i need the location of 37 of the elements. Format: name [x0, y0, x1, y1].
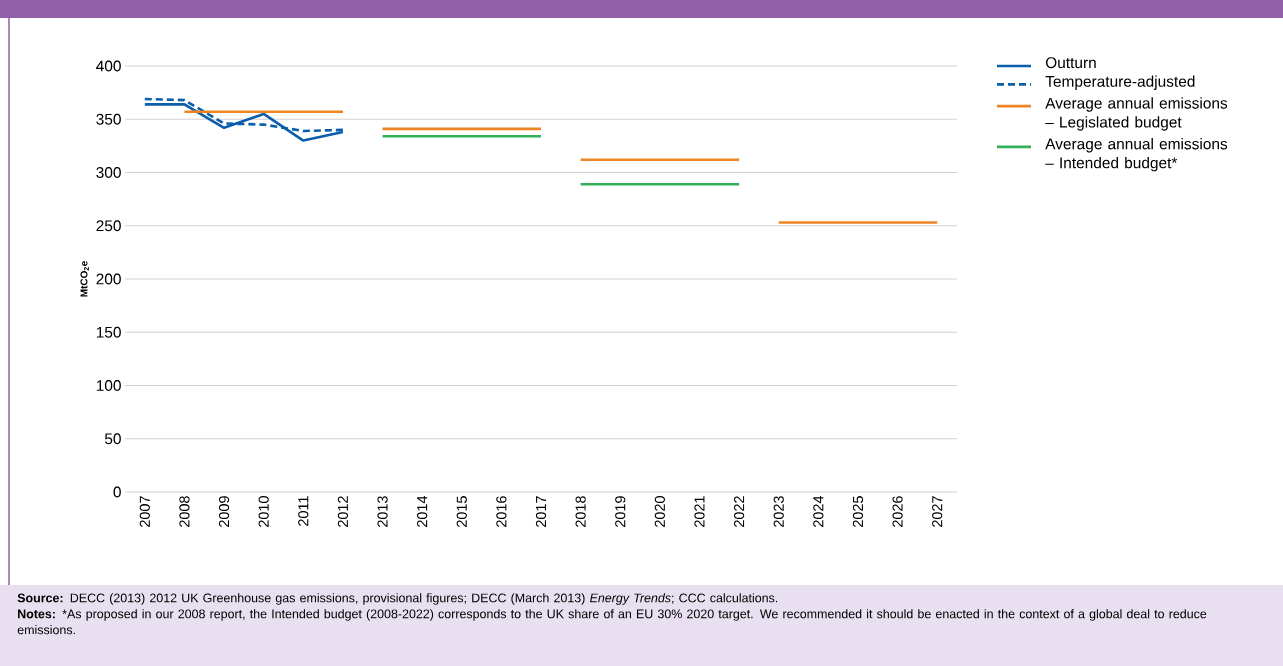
y-tick-label: 400 — [96, 60, 121, 72]
text: Notes: *As proposed in our 2008 report, the Intended budget (2008-2022) corresponds to the UK share of an EU 30% 2020 target. We recommended it should be enacted in the context of a global deal to reduce emissions. — [17, 609, 1207, 635]
x-tick-label: 2027 — [932, 496, 943, 527]
x-tick-label: 2025 — [852, 496, 864, 527]
y-tick-label: 250 — [96, 220, 121, 232]
x-tick-label: 2023 — [773, 496, 784, 527]
y-tick-label: 200 — [96, 273, 121, 285]
y-tick-label: 150 — [96, 326, 121, 338]
text: MtCO$_{2}$e — [80, 261, 89, 297]
x-tick-label: 2011 — [298, 496, 309, 526]
x-tick-label: 2016 — [496, 496, 507, 527]
y-tick-label: 50 — [104, 433, 121, 445]
x-tick-label: 2021 — [694, 496, 705, 527]
x-tick-label: 2019 — [615, 496, 626, 527]
x-tick-label: 2013 — [377, 496, 388, 527]
legend-label: Average annual emissions – Legislated budget — [1045, 97, 1228, 131]
x-tick-label: 2022 — [733, 496, 745, 527]
x-tick-label: 2014 — [417, 495, 428, 527]
legend-label: Average annual emissions – Intended budget* — [1045, 138, 1228, 172]
x-tick-label: 2017 — [535, 496, 547, 527]
y-tick-label: 0 — [113, 486, 121, 498]
x-tick-label: 2026 — [892, 496, 903, 527]
x-tick-label: 2020 — [654, 496, 665, 527]
x-tick-label: 2009 — [218, 496, 230, 527]
text: Source: DECC (2013) 2012 UK Greenhouse gas emissions, provisional figures; DECC (March 2013) Energy Trends; CCC calculations. — [17, 593, 778, 605]
x-tick-label: 2015 — [456, 496, 467, 527]
y-tick-label: 350 — [96, 113, 121, 125]
x-tick-label: 2010 — [258, 496, 269, 527]
legend-label: Temperature-adjusted — [1045, 75, 1195, 90]
x-tick-label: 2012 — [337, 496, 349, 527]
x-tick-label: 2018 — [575, 496, 586, 527]
x-tick-label: 2024 — [813, 495, 824, 527]
legend-label: Outturn — [1045, 57, 1096, 69]
x-tick-label: 2008 — [179, 496, 190, 527]
x-tick-label: 2007 — [139, 496, 150, 527]
y-tick-label: 100 — [96, 380, 121, 391]
y-tick-label: 300 — [96, 167, 121, 178]
